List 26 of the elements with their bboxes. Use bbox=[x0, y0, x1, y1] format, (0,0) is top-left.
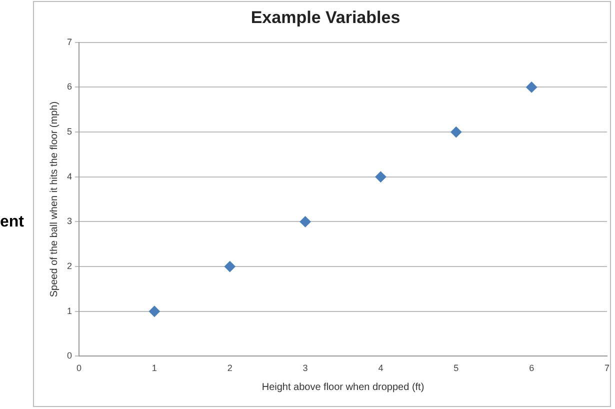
x-tick-label: 6 bbox=[529, 363, 534, 374]
point bbox=[148, 306, 160, 317]
x-tick-label: 5 bbox=[454, 363, 459, 374]
y-tick-label: 3 bbox=[66, 216, 72, 226]
point bbox=[375, 171, 386, 182]
y-tick-label: 6 bbox=[66, 82, 72, 92]
chart-title: Example Variables bbox=[250, 8, 400, 27]
point bbox=[224, 261, 236, 272]
y-tick-label: 0 bbox=[66, 350, 72, 361]
y-tick-label: 2 bbox=[66, 261, 72, 272]
x-tick-label: 3 bbox=[302, 363, 308, 374]
y-tick-label: 4 bbox=[66, 171, 72, 182]
point bbox=[450, 126, 462, 138]
x-tick-label: 1 bbox=[152, 363, 157, 374]
x-tick-label: 0 bbox=[76, 363, 82, 374]
point bbox=[526, 82, 538, 93]
text: ent bbox=[0, 213, 25, 230]
y-tick-label: 7 bbox=[66, 36, 72, 47]
y-tick-label: 5 bbox=[66, 126, 72, 137]
x-axis-title: Height above floor when dropped (ft) bbox=[262, 382, 424, 393]
x-tick-label: 7 bbox=[604, 363, 610, 374]
x-tick-label: 2 bbox=[227, 363, 232, 374]
y-tick-label: 1 bbox=[66, 306, 72, 316]
x-tick-label: 4 bbox=[378, 363, 384, 374]
y-axis-title: Speed of the ball when it hits the floor (mph) bbox=[48, 101, 60, 298]
point bbox=[300, 216, 311, 228]
